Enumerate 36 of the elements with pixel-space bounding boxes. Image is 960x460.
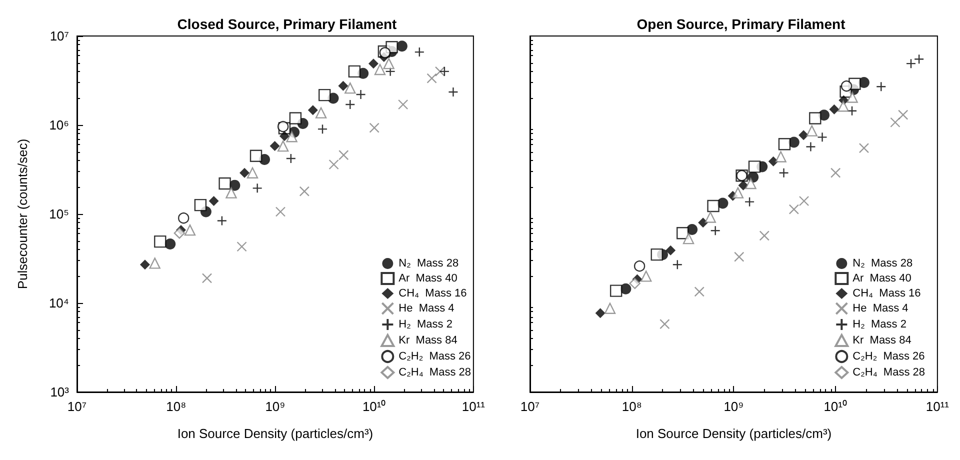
x-tick-label: 10¹⁰ [362, 399, 386, 414]
y-tick-label: 10³ [50, 384, 70, 400]
legend-label: C₂H₂ Mass 26 [398, 350, 471, 362]
x-tick-label: 10⁷ [520, 399, 540, 414]
y-tick-label: 10⁶ [49, 118, 69, 132]
x-tick-label: 10⁸ [622, 399, 642, 414]
x-tick-label: 10⁷ [67, 399, 87, 414]
x-tick-label: 10¹¹ [462, 399, 486, 414]
legend-label: N₂ Mass 28 [852, 258, 913, 270]
legend-label: H₂ Mass 2 [852, 318, 906, 330]
legend-label: CH₄ Mass 16 [852, 288, 921, 300]
x-tick-label: 10⁹ [265, 399, 286, 414]
chart-title: Closed Source, Primary Filament [177, 16, 398, 32]
legend-label: Ar Mass 40 [852, 272, 912, 284]
x-tick-label: 10⁸ [166, 399, 186, 414]
x-axis-title: Ion Source Density (particles/cm³) [177, 426, 374, 441]
legend-label: C₂H₄ Mass 28 [398, 366, 472, 378]
x-tick-label: 10¹⁰ [824, 399, 848, 414]
y-tick-label: 10⁷ [50, 28, 70, 44]
legend-label: C₂H₄ Mass 28 [852, 366, 926, 378]
x-tick-label: 10¹¹ [926, 399, 950, 414]
legend-label: Kr Mass 84 [398, 334, 458, 346]
legend-label: Ar Mass 40 [398, 272, 458, 284]
legend-label: CH₄ Mass 16 [398, 288, 467, 300]
x-axis-title: Ion Source Density (particles/cm³) [636, 426, 832, 441]
y-axis-title: Pulsecounter (counts/sec) [15, 138, 30, 290]
chart-title: Open Source, Primary Filament [636, 16, 846, 32]
y-tick-label: 10⁴ [48, 296, 69, 310]
legend-label: H₂ Mass 2 [398, 318, 452, 330]
legend-label: C₂H₂ Mass 26 [852, 350, 925, 362]
y-tick-label: 10⁵ [49, 206, 69, 222]
x-tick-label: 10⁹ [724, 399, 744, 414]
legend-label: He Mass 4 [852, 302, 908, 314]
legend-label: He Mass 4 [398, 302, 454, 314]
legend-label: N₂ Mass 28 [398, 258, 459, 270]
legend-label: Kr Mass 84 [852, 334, 912, 346]
